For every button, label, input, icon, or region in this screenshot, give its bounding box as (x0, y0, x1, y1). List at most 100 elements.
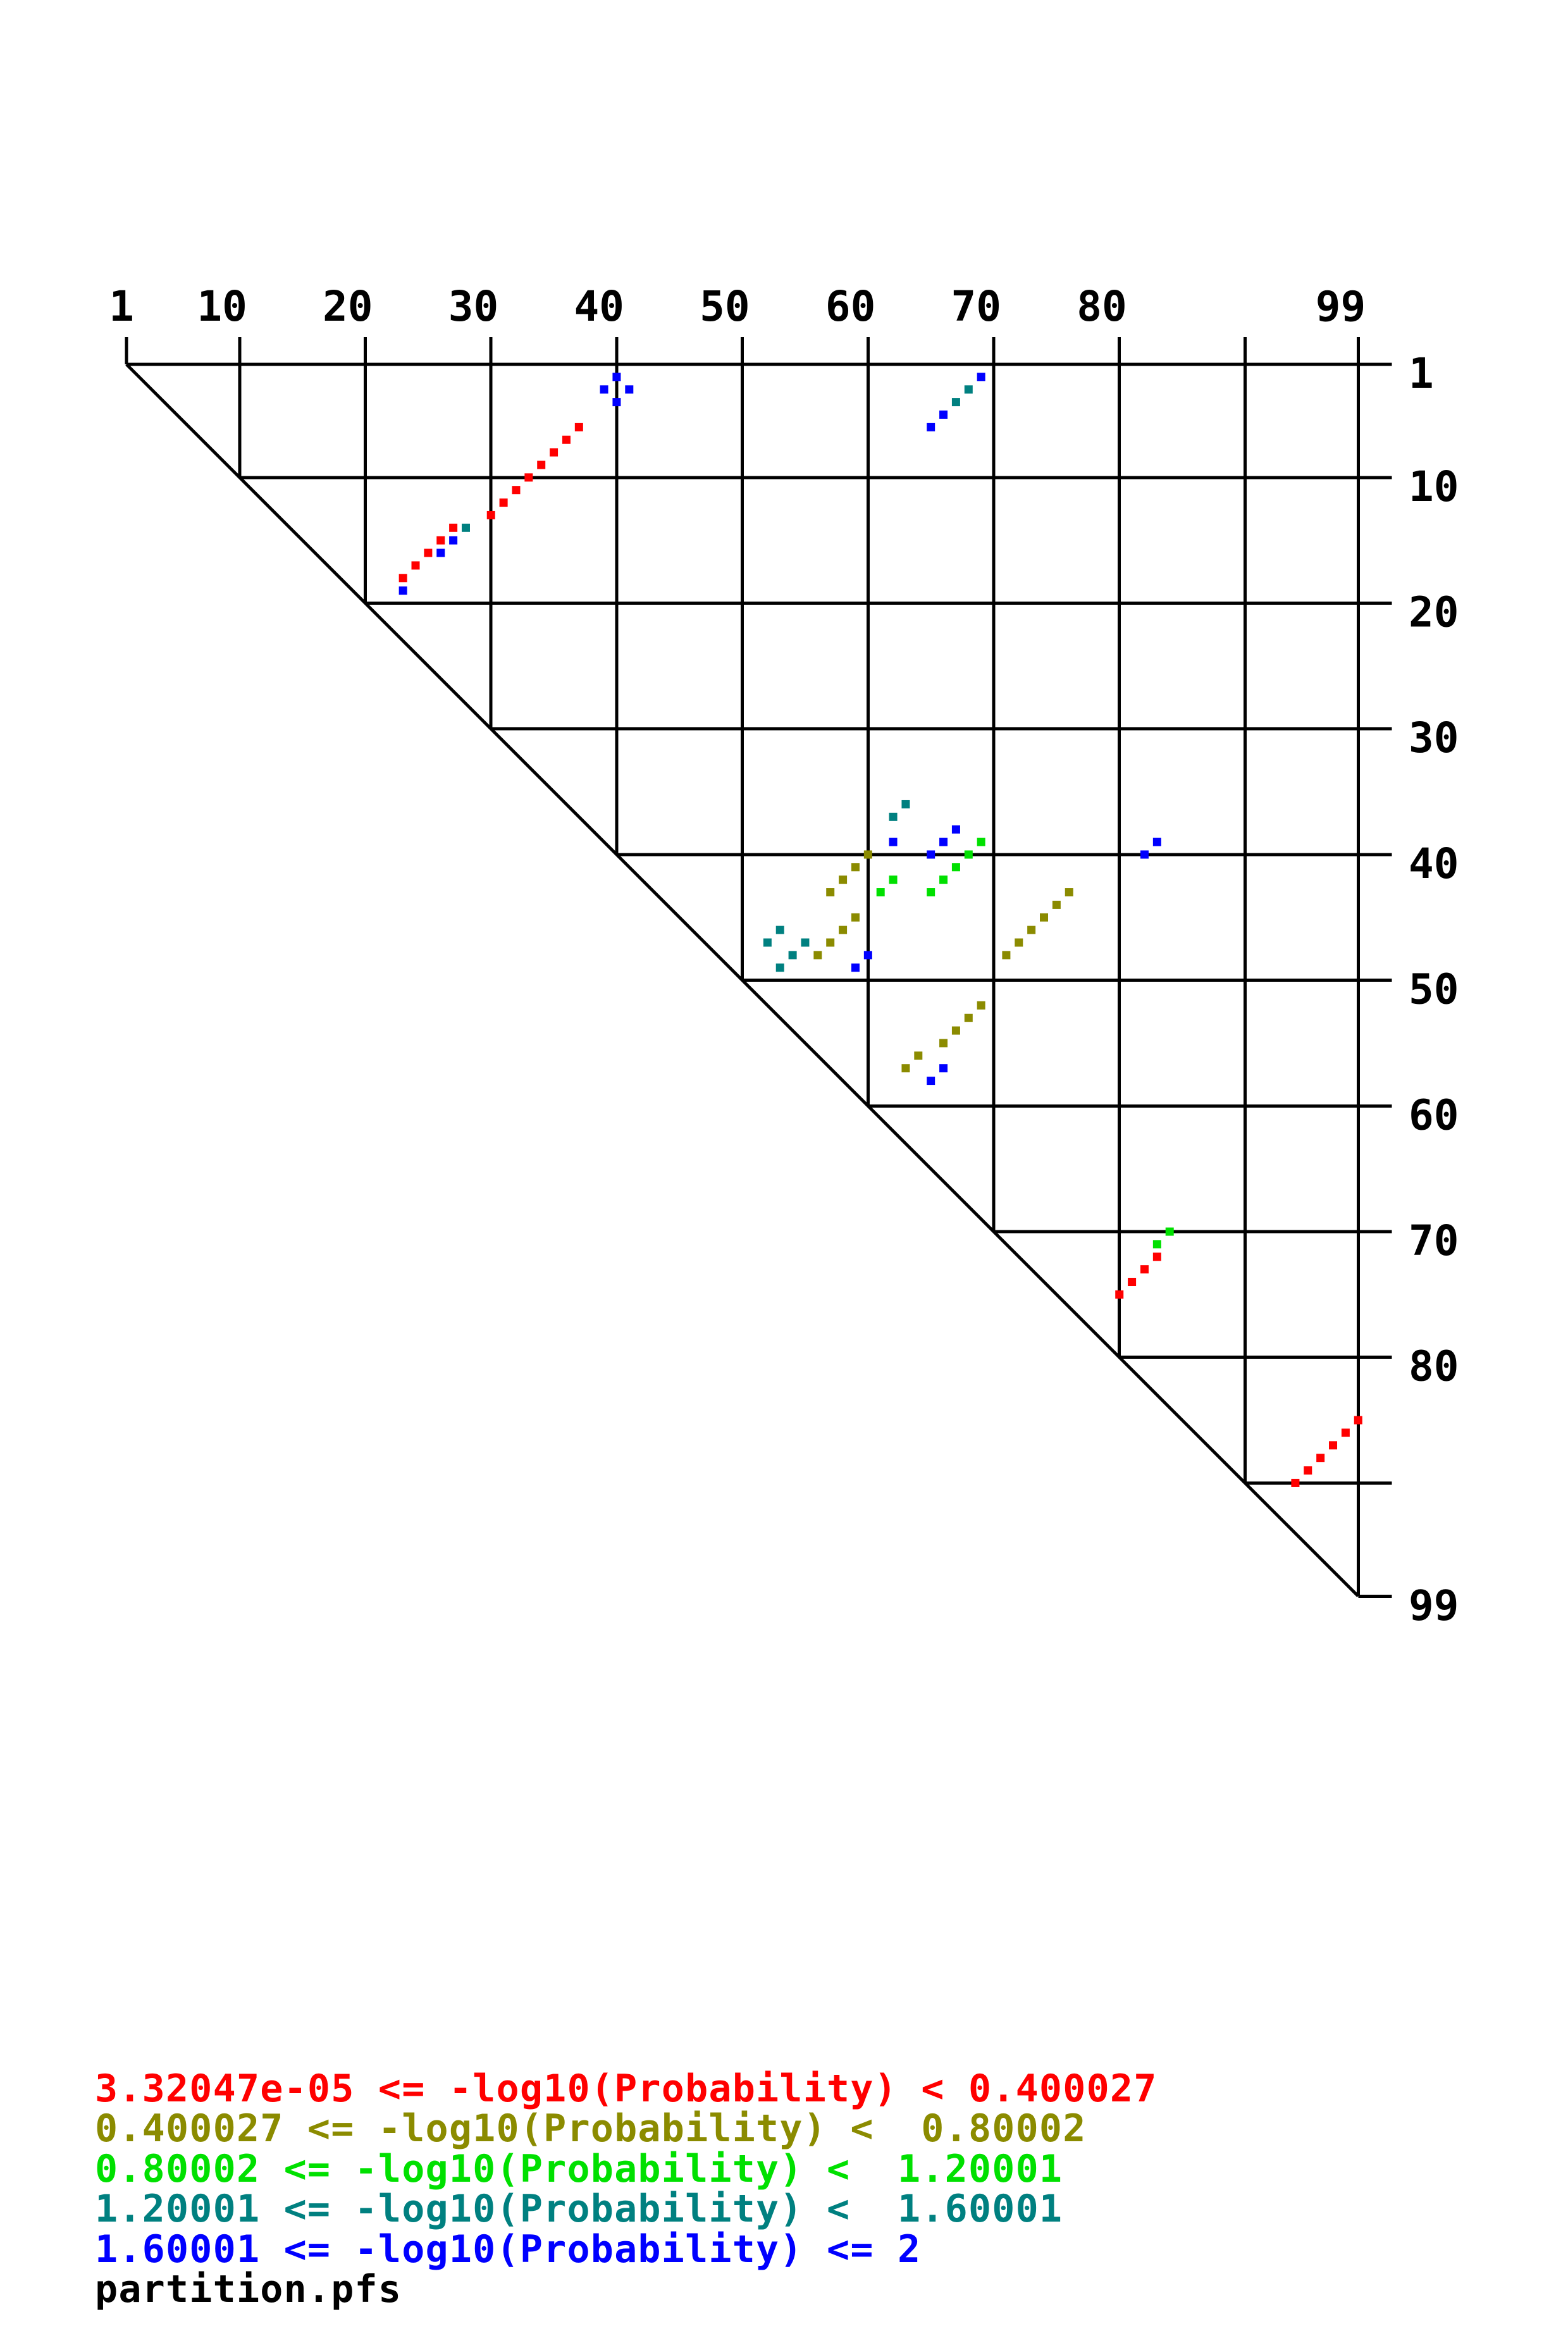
probability-dot-41-59 (851, 863, 860, 872)
legend-line-5: 1.60001 <= -log10(Probability) <= 2 (95, 2227, 922, 2272)
x-tick-label-80: 80 (1077, 282, 1127, 331)
probability-dot-88-96 (1316, 1454, 1325, 1463)
probability-dot-48-60 (863, 951, 872, 960)
probability-dot-57-63 (901, 1064, 910, 1073)
probability-dot-43-65 (927, 888, 935, 897)
probability-dot-36-63 (901, 800, 910, 808)
probability-dot-39-69 (977, 838, 985, 846)
probability-dot-46-58 (839, 925, 848, 934)
probability-dot-52-69 (977, 1001, 985, 1010)
probability-dot-16-26 (436, 548, 445, 557)
page: { "page": { "background": "#ffffff", "te… (95, 282, 1459, 2310)
probability-dot-40-82 (1140, 850, 1149, 859)
y-tick-label-80: 80 (1409, 1342, 1459, 1391)
probability-dot-5-66 (939, 410, 948, 419)
legend: 3.32047e-05 <= -log10(Probability) < 0.4… (95, 1948, 1157, 2350)
probability-dot-55-66 (939, 1039, 948, 1048)
legend-line-3: 0.80002 <= -log10(Probability) < 1.20001 (95, 2146, 1063, 2191)
x-tick-label-60: 60 (825, 282, 875, 331)
probability-dot-14-27 (449, 523, 458, 532)
probability-dot-46-73 (1027, 925, 1036, 934)
probability-dot-39-83 (1152, 838, 1161, 846)
probability-dot-86-98 (1341, 1428, 1350, 1437)
y-tick-label-10: 10 (1409, 462, 1459, 511)
y-tick-label-40: 40 (1409, 839, 1459, 888)
y-tick-label-70: 70 (1409, 1216, 1459, 1265)
x-tick-label-40: 40 (574, 282, 624, 331)
y-tick-label-99: 99 (1409, 1581, 1459, 1630)
probability-dot-45-59 (851, 913, 860, 922)
probability-dot-45-74 (1040, 913, 1049, 922)
y-tick-label-1: 1 (1409, 349, 1434, 398)
probability-dot-42-62 (889, 875, 898, 884)
probability-dot-47-57 (826, 938, 835, 947)
y-tick-label-30: 30 (1409, 714, 1459, 762)
probability-dot-44-75 (1052, 900, 1061, 909)
probability-dot-49-59 (851, 963, 860, 972)
probability-dot-14-28 (461, 523, 470, 532)
probability-dot-89-95 (1304, 1466, 1312, 1475)
probability-dot-73-82 (1140, 1265, 1149, 1274)
probability-dot-90-94 (1291, 1478, 1300, 1487)
probability-dot-6-37 (574, 423, 583, 431)
x-tick-label-99: 99 (1316, 282, 1366, 331)
probability-dot-41-67 (951, 863, 960, 872)
probability-dot-2-40 (612, 373, 621, 381)
probability-dot-48-56 (813, 951, 822, 960)
legend-line-4: 1.20001 <= -log10(Probability) < 1.60001 (95, 2187, 1063, 2231)
probability-dot-70-84 (1165, 1227, 1174, 1236)
probability-dot-11-32 (512, 486, 521, 495)
probability-dot-37-62 (889, 812, 898, 821)
probability-dot-48-54 (788, 951, 797, 960)
legend-line-2: 0.400027 <= -log10(Probability) < 0.8000… (95, 2106, 1087, 2151)
probability-dot-54-67 (951, 1026, 960, 1035)
probability-dot-43-57 (826, 888, 835, 897)
probability-dot-3-41 (625, 385, 634, 394)
probability-dot-9-34 (537, 461, 546, 469)
probability-dot-4-40 (612, 398, 621, 407)
probability-dot-3-39 (600, 385, 608, 394)
probability-dot-74-81 (1128, 1278, 1137, 1287)
y-tick-label-50: 50 (1409, 965, 1459, 1014)
probability-dot-15-27 (449, 536, 458, 545)
probability-dot-40-60 (863, 850, 872, 859)
x-tick-label-70: 70 (951, 282, 1001, 331)
probability-dot-2-69 (977, 373, 985, 381)
probability-dot-58-65 (927, 1077, 935, 1085)
probability-dot-43-61 (876, 888, 885, 897)
probability-dot-40-65 (927, 850, 935, 859)
probability-dot-72-83 (1152, 1252, 1161, 1261)
y-tick-label-20: 20 (1409, 588, 1459, 637)
probability-dot-46-53 (775, 925, 784, 934)
x-tick-label-1: 1 (109, 282, 134, 331)
probability-dot-7-36 (562, 435, 571, 444)
probability-dot-47-72 (1015, 938, 1023, 947)
probability-dot-3-68 (964, 385, 973, 394)
probability-dot-43-76 (1065, 888, 1073, 897)
probability-dot-16-25 (424, 548, 433, 557)
filename-label: partition.pfs (95, 2267, 402, 2311)
probability-dot-39-66 (939, 838, 948, 846)
probability-dot-13-30 (486, 510, 495, 519)
probability-dot-56-64 (914, 1051, 923, 1060)
probability-dot-48-71 (1002, 951, 1011, 960)
probability-dot-49-53 (775, 963, 784, 972)
probability-dot-42-58 (839, 875, 848, 884)
probability-dot-87-97 (1329, 1441, 1338, 1450)
x-tick-label-10: 10 (197, 282, 247, 331)
probability-dot-10-33 (524, 473, 533, 482)
probability-dot-85-99 (1354, 1416, 1362, 1425)
y-tick-label-60: 60 (1409, 1091, 1459, 1139)
probability-dot-47-55 (801, 938, 810, 947)
probability-dot-plot: 1 10 20 30 40 50 60 70 80 99 1 10 20 30 40 50 60 70 80 99 (109, 282, 1459, 1630)
probability-dot-57-66 (939, 1064, 948, 1073)
probability-dot-40-68 (964, 850, 973, 859)
probability-dot-47-52 (763, 938, 772, 947)
x-tick-label-20: 20 (323, 282, 373, 331)
probability-dot-53-68 (964, 1013, 973, 1022)
probability-dot-18-23 (398, 574, 407, 583)
probability-dot-75-80 (1115, 1290, 1124, 1299)
probability-dot-15-26 (436, 536, 445, 545)
probability-dot-19-23 (398, 586, 407, 595)
probability-dot-71-83 (1152, 1240, 1161, 1249)
